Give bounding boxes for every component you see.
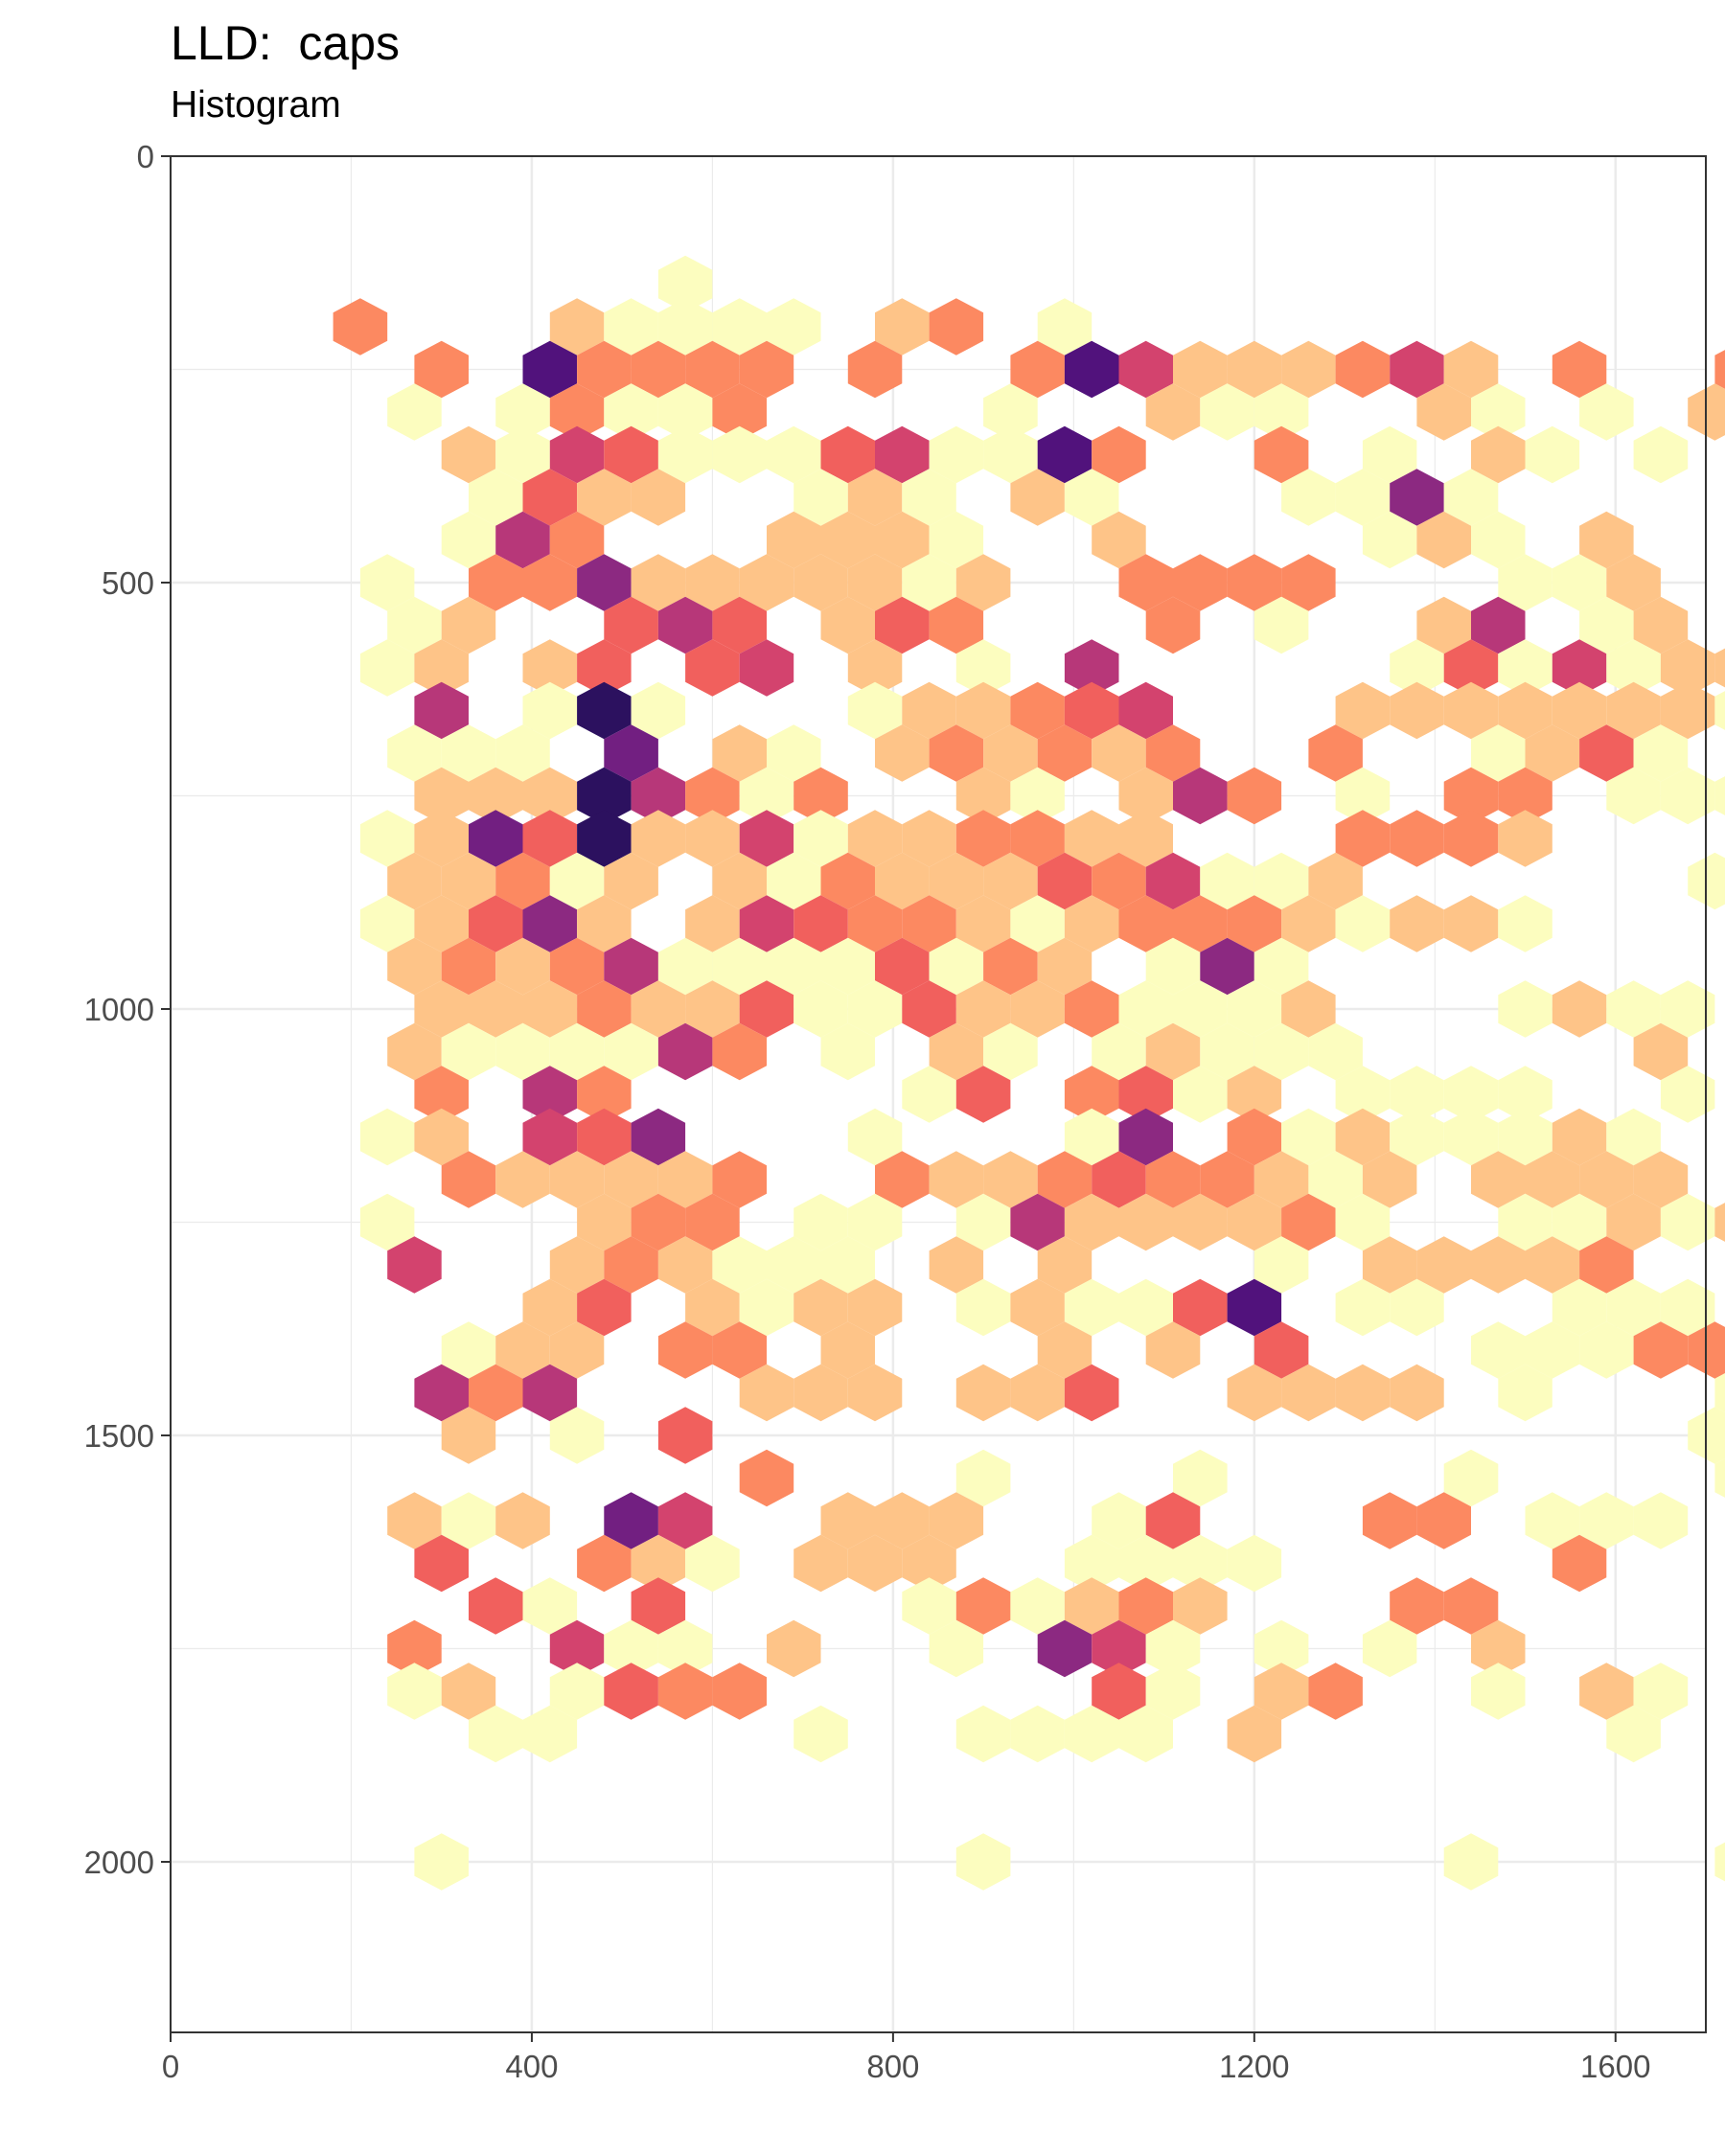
hex-bin: [1390, 810, 1444, 866]
hex-bin: [495, 1492, 550, 1548]
hex-bin: [1552, 980, 1607, 1037]
hex-bin: [1363, 1492, 1417, 1548]
x-tick-label: 1600: [1580, 2049, 1650, 2084]
hex-bin: [1634, 426, 1689, 483]
hex-bin: [1714, 768, 1725, 824]
hex-bin: [360, 1109, 415, 1165]
hex-bin: [1390, 682, 1444, 739]
y-tick-label: 1500: [84, 1418, 154, 1454]
y-tick-label: 0: [137, 139, 154, 174]
hex-bin: [1308, 1663, 1363, 1719]
x-tick-label: 400: [505, 2049, 558, 2084]
hex-bin: [1390, 895, 1444, 952]
hex-bin: [767, 1620, 821, 1677]
x-tick-label: 0: [162, 2049, 179, 2084]
hex-bin: [1714, 682, 1725, 739]
hex-bin: [956, 1833, 1011, 1890]
hex-bin: [1336, 1365, 1391, 1421]
hex-bin: [1010, 1706, 1065, 1762]
y-tick-label: 1000: [84, 992, 154, 1027]
hex-bin: [712, 1663, 767, 1719]
hex-bin: [469, 1577, 523, 1634]
hex-bin: [740, 1450, 794, 1506]
hex-bin: [334, 298, 388, 355]
x-tick-label: 1200: [1219, 2049, 1289, 2084]
hex-bin: [956, 1365, 1011, 1421]
hex-bin: [1444, 1833, 1499, 1890]
hex-bin: [1498, 810, 1552, 866]
hex-bin: [1714, 1194, 1725, 1250]
hex-bin: [414, 1833, 469, 1890]
hex-bin: [1228, 768, 1282, 824]
hex-bin: [1228, 1535, 1282, 1592]
hex-bin: [604, 1663, 658, 1719]
hex-bins: [334, 256, 1725, 1891]
hex-bin: [1444, 895, 1499, 952]
hex-bin: [658, 1663, 713, 1719]
hex-bin: [1498, 980, 1552, 1037]
hex-bin: [1444, 810, 1499, 866]
y-tick-label: 2000: [84, 1845, 154, 1880]
hex-bin: [956, 1706, 1011, 1762]
hex-bin: [1526, 426, 1580, 483]
hex-bin: [1471, 1663, 1526, 1719]
hex-bin: [794, 1706, 848, 1762]
hex-bin: [1498, 895, 1552, 952]
hex-bin: [1714, 639, 1725, 696]
hex-bin: [1634, 1492, 1689, 1548]
hex-bin: [387, 1663, 442, 1719]
y-tick-label: 500: [102, 565, 154, 601]
hex-bin: [712, 426, 767, 483]
hex-bin: [1336, 341, 1391, 398]
hex-bin: [658, 1407, 713, 1463]
hex-bin: [1714, 1833, 1725, 1890]
x-tick-label: 800: [866, 2049, 919, 2084]
hex-bin: [930, 298, 984, 355]
hex-bin: [1390, 1365, 1444, 1421]
